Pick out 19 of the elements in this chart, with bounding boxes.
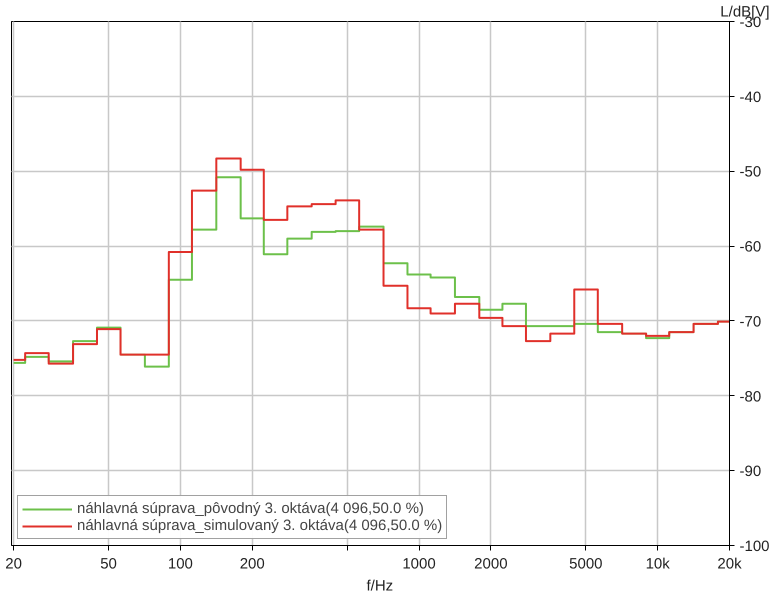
x-tick-label: 10k <box>646 556 670 572</box>
y-tick-label: -70 <box>740 313 762 330</box>
x-tick-label: 100 <box>168 556 193 572</box>
x-tick-label: 5000 <box>569 556 603 572</box>
y-tick-label: -50 <box>740 164 762 181</box>
y-tick-label: -100 <box>740 538 770 555</box>
y-tick-label: -60 <box>740 238 762 256</box>
x-tick-label: 200 <box>240 556 265 572</box>
y-tick-label: -80 <box>740 388 762 406</box>
x-tick-label: 50 <box>100 556 117 572</box>
legend-label: náhlavná súprava_simulovaný 3. oktáva(4 096,50.0 %) <box>77 517 442 534</box>
x-tick-label: 20 <box>5 556 22 572</box>
y-tick-label: -90 <box>740 463 762 480</box>
x-axis-title: f/Hz <box>366 578 394 594</box>
x-tick-label: 2000 <box>474 556 508 572</box>
x-tick-label: 1000 <box>402 556 436 572</box>
x-tick-label: 20k <box>717 556 742 572</box>
legend-label: náhlavná súprava_pôvodný 3. oktáva(4 096,50.0 %) <box>77 500 424 517</box>
y-tick-label: -40 <box>740 88 762 106</box>
